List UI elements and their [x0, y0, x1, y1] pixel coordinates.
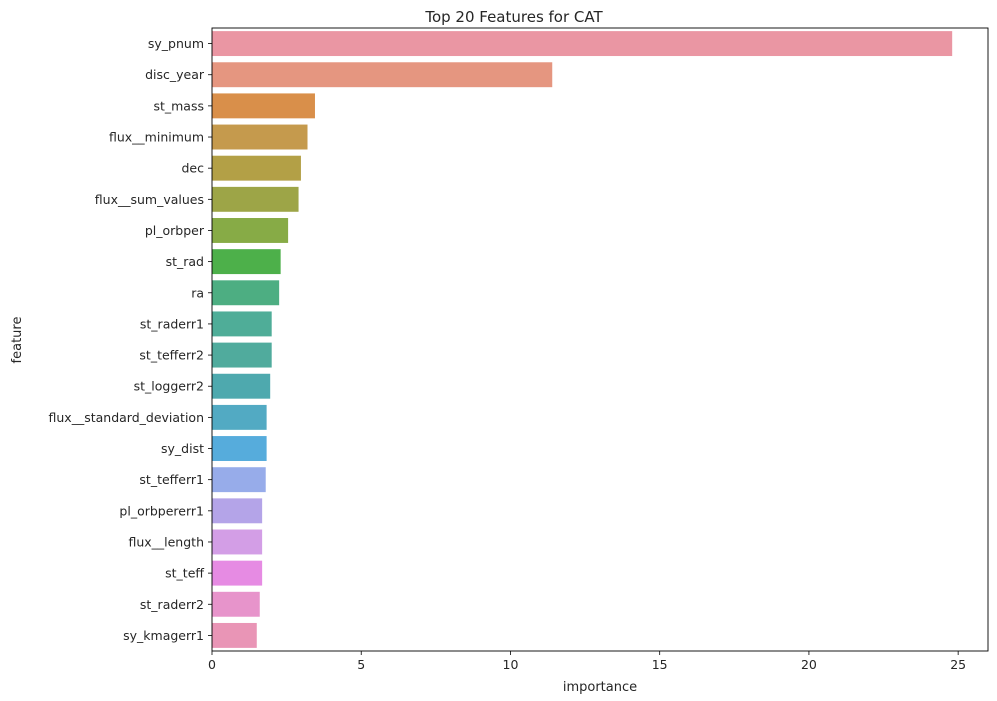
y-axis-title: feature: [10, 317, 25, 364]
x-axis: 0 5 10 15 20 25: [208, 651, 966, 672]
y-tick-label: sy_kmagerr1: [123, 628, 204, 643]
x-tick-label: 0: [208, 657, 216, 672]
y-tick-label: flux__sum_values: [95, 192, 204, 207]
y-tick-label: st_tefferr1: [139, 472, 204, 487]
bar-st-tefferr1: [212, 467, 266, 493]
y-tick-label: sy_pnum: [148, 36, 204, 51]
plot-frame: [211, 27, 989, 652]
y-tick-label: st_rad: [166, 254, 204, 269]
y-tick-label: pl_orbper: [145, 223, 205, 238]
y-tick-label: flux__minimum: [109, 130, 204, 145]
bar-st-tefferr2: [212, 342, 272, 368]
x-tick-label: 10: [503, 657, 519, 672]
x-tick-label: 5: [357, 657, 365, 672]
bar-sy-kmagerr1: [212, 622, 257, 648]
y-tick-label: sy_dist: [161, 441, 204, 456]
y-tick-label: pl_orbpererr1: [119, 503, 204, 518]
y-tick-label: flux__standard_deviation: [49, 410, 205, 425]
y-tick-label: st_mass: [153, 98, 204, 113]
y-tick-label: st_tefferr2: [139, 348, 204, 363]
bar-st-teff: [212, 560, 263, 586]
bar-flux-standard-deviation: [212, 404, 267, 430]
bar-st-raderr2: [212, 591, 260, 617]
x-axis-title: importance: [563, 680, 637, 695]
bar-flux-sum-values: [212, 186, 299, 212]
x-tick-label: 20: [801, 657, 817, 672]
bar-flux-minimum: [212, 124, 308, 150]
y-tick-label: flux__length: [128, 534, 204, 549]
bar-st-rad: [212, 249, 281, 275]
bar-st-raderr1: [212, 311, 272, 337]
y-tick-label: st_raderr1: [140, 316, 204, 331]
bar-dec: [212, 155, 301, 181]
bar-pl-orbpererr1: [212, 498, 263, 524]
bars-group: [212, 31, 953, 648]
bar-st-loggerr2: [212, 373, 271, 399]
x-tick-label: 25: [950, 657, 966, 672]
bar-ra: [212, 280, 280, 306]
chart-title: Top 20 Features for CAT: [424, 8, 603, 26]
y-tick-label: ra: [191, 285, 204, 300]
bar-flux-length: [212, 529, 263, 555]
y-tick-label: st_raderr2: [140, 597, 204, 612]
bar-st-mass: [212, 93, 315, 119]
y-tick-label: dec: [182, 161, 205, 176]
x-tick-label: 15: [652, 657, 668, 672]
bar-pl-orbper: [212, 218, 289, 243]
y-tick-label: disc_year: [145, 67, 205, 82]
bar-disc-year: [212, 62, 553, 88]
y-tick-label: st_loggerr2: [134, 379, 204, 394]
y-tick-label: st_teff: [165, 566, 204, 581]
bar-sy-pnum: [212, 31, 953, 57]
bar-sy-dist: [212, 436, 267, 461]
